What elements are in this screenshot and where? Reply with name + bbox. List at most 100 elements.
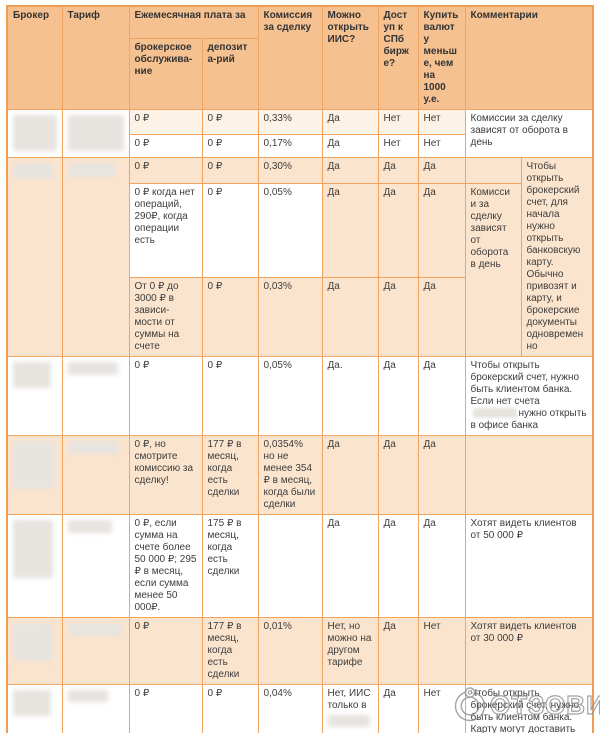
table-cell: Нет, но можно на другом тарифе — [321, 617, 379, 685]
table-cell: Да. — [321, 356, 379, 436]
table-cell: 0,04% — [257, 684, 323, 733]
table-cell: Да — [417, 157, 466, 184]
table-cell: Да — [417, 277, 466, 357]
broker-name-cell — [6, 684, 63, 733]
table-cell: 177 ₽ в месяц, когда есть сделки — [201, 435, 259, 515]
col-header-tariff: Тариф — [61, 5, 130, 110]
redacted-text — [67, 623, 122, 636]
table-header: Брокер Тариф Ежемесячная плата за Комисс… — [6, 5, 594, 111]
table-cell: 0 ₽ — [128, 134, 203, 158]
comment-cell: Хотят видеть клиентов от 30 000 ₽ — [464, 617, 594, 685]
tariff-name-cell — [61, 684, 130, 733]
col-header-brokerage-fee: брокерское обслужива-ние — [128, 37, 203, 111]
table-cell: Нет — [417, 617, 466, 685]
comment-cell: Чтобы открыть брокерский счет, нужно быт… — [464, 684, 594, 733]
col-header-currency: Купить валюту меньше, чем на 1000 у.е. — [417, 5, 466, 110]
table-cell: 0 ₽ — [201, 157, 259, 184]
table-cell: Да — [321, 277, 379, 357]
comment-cell: Чтобы открыть брокерский счет, для начал… — [520, 157, 594, 357]
table-cell: 0,05% — [257, 356, 323, 436]
redacted-text — [13, 520, 53, 578]
table-cell: 0,30% — [257, 157, 323, 184]
table-body: 0 ₽0 ₽0,33% Да Нет Нет Комиссии за сделку за… — [6, 109, 594, 733]
redacted-text — [327, 715, 370, 727]
redacted-text — [13, 441, 55, 489]
table-cell: Да — [321, 183, 379, 278]
table-cell: 0,0354% но не менее 354 ₽ в месяц, когда… — [257, 435, 323, 515]
table-cell: Да — [321, 157, 379, 184]
table-cell: 0,05% — [257, 183, 323, 278]
comment-cell: Хотят видеть клиентов от 50 000 ₽ — [464, 514, 594, 618]
redacted-text — [67, 690, 108, 702]
table-cell: 0 ₽ — [201, 109, 259, 135]
table-cell: 0,17% — [257, 134, 323, 158]
table-cell — [464, 157, 522, 184]
table-cell: 0 ₽ — [128, 157, 203, 184]
redacted-text — [67, 163, 116, 177]
table-cell: Да — [417, 356, 466, 436]
col-header-commission: Комиссия за сделку — [257, 5, 323, 110]
table-cell: Да — [377, 514, 419, 618]
redacted-text — [13, 115, 57, 151]
table-cell: 0 ₽ — [128, 617, 203, 685]
table-cell: 0,33% — [257, 109, 323, 135]
table-cell: Да — [321, 109, 379, 135]
broker-name-cell — [6, 514, 63, 618]
redacted-text — [67, 115, 124, 151]
col-header-broker: Брокер — [6, 5, 63, 110]
table-cell — [257, 514, 323, 618]
table-cell: 0 ₽ когда нет операций, 290₽, когда опер… — [128, 183, 203, 278]
table-cell: Да — [377, 183, 419, 278]
col-header-monthly-fee: Ежемесячная плата за — [128, 5, 259, 39]
table-cell: Да — [417, 183, 466, 278]
tariff-name-cell — [61, 435, 130, 515]
col-header-depositary-fee: депозита-рий — [201, 37, 259, 111]
table-cell: Нет — [417, 109, 466, 135]
table-cell: 0 ₽ — [201, 134, 259, 158]
redacted-text — [472, 408, 517, 418]
table-cell: Да — [377, 435, 419, 515]
col-header-iis: Можно открыть ИИС? — [321, 5, 379, 110]
redacted-text — [13, 163, 53, 179]
tariff-name-cell — [61, 514, 130, 618]
redacted-text — [67, 362, 118, 375]
table-cell: 0 ₽, но смотрите комиссию за сделку! — [128, 435, 203, 515]
table-cell: Да — [321, 514, 379, 618]
comment-cell: Чтобы открыть брокерский счет, нужно быт… — [464, 356, 594, 436]
table-cell: 0 ₽ — [201, 684, 259, 733]
redacted-text — [13, 690, 51, 716]
table-cell: Да — [377, 277, 419, 357]
redacted-text — [13, 623, 53, 661]
broker-name-cell — [6, 157, 63, 357]
table-cell: 0 ₽ — [201, 183, 259, 278]
table-cell: Да — [377, 684, 419, 733]
col-header-spb: Доступ к СПб бирже? — [377, 5, 419, 110]
col-header-comments: Комментарии — [464, 5, 594, 110]
table-cell: Да — [377, 356, 419, 436]
table-cell: 175 ₽ в месяц, когда есть сделки — [201, 514, 259, 618]
table-cell: 0,03% — [257, 277, 323, 357]
table-cell: Нет — [417, 134, 466, 158]
brokers-comparison-table: Брокер Тариф Ежемесячная плата за Комисс… — [6, 5, 594, 733]
tariff-name-cell — [61, 157, 130, 357]
table-cell: Да — [377, 157, 419, 184]
table-cell: Да — [377, 617, 419, 685]
table-cell: Да — [417, 435, 466, 515]
redacted-text — [13, 362, 51, 388]
tariff-name-cell — [61, 617, 130, 685]
table-cell: Да — [417, 514, 466, 618]
redacted-text — [67, 520, 112, 533]
table-cell: 177 ₽ в месяц, когда есть сделки — [201, 617, 259, 685]
table-cell: 0 ₽ — [128, 356, 203, 436]
table-cell: 0,01% — [257, 617, 323, 685]
table-cell: Нет — [417, 684, 466, 733]
tariff-name-cell — [61, 109, 130, 158]
broker-name-cell — [6, 617, 63, 685]
table-cell: 0 ₽ — [128, 109, 203, 135]
table-cell: Да — [321, 435, 379, 515]
table-cell: От 0 ₽ до 3000 ₽ в зависи-мости от суммы… — [128, 277, 203, 357]
table-cell: 0 ₽, если сумма на счете более 50 000 ₽;… — [128, 514, 203, 618]
broker-name-cell — [6, 109, 63, 158]
table-cell: Да — [321, 134, 379, 158]
